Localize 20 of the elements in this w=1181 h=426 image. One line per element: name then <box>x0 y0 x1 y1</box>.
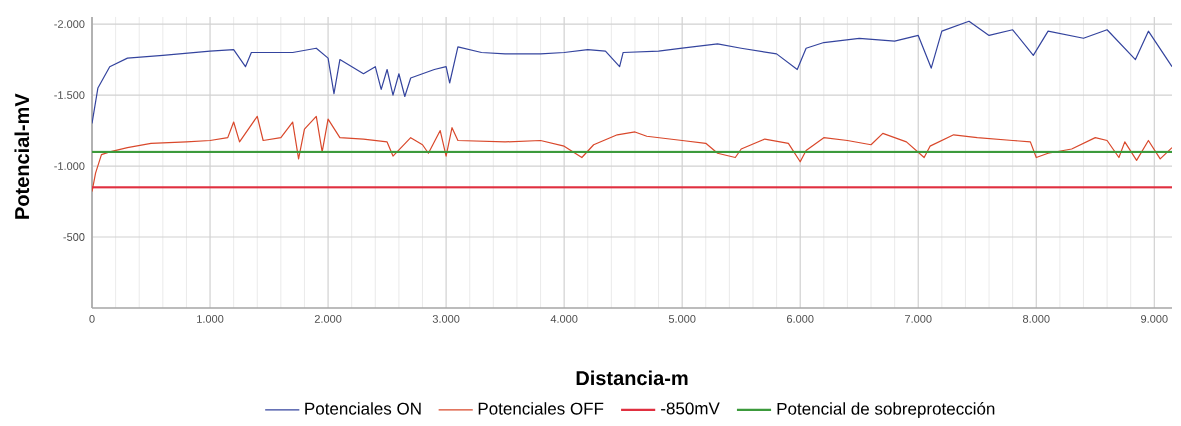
x-tick-label: 2.000 <box>314 315 342 323</box>
x-tick-label: 5.000 <box>668 315 696 323</box>
x-axis-title: Distancia-m <box>576 370 688 386</box>
y-tick-label: -500 <box>63 233 85 241</box>
x-tick-label: 3.000 <box>432 315 460 323</box>
legend-label: Potenciales OFF <box>478 402 604 415</box>
x-tick-label: 1.000 <box>197 315 224 323</box>
legend-label: Potenciales ON <box>305 402 421 415</box>
legend-label: Potencial de sobreprotección <box>777 402 995 419</box>
x-tick-label: 7.000 <box>905 315 932 323</box>
y-tick-label: -1.000 <box>54 162 85 170</box>
y-tick-label: -2.000 <box>54 20 85 28</box>
x-tick-label: 0 <box>89 315 95 323</box>
x-tick-label: 9.000 <box>1141 315 1168 323</box>
x-tick-label: 8.000 <box>1022 315 1050 323</box>
x-tick-label: 6.000 <box>787 315 814 323</box>
legend-label: -850mV <box>661 402 720 415</box>
y-axis-title: Potencial-mV <box>14 93 30 219</box>
y-tick-label: -1.500 <box>54 91 85 99</box>
x-tick-label: 4.000 <box>550 315 578 323</box>
